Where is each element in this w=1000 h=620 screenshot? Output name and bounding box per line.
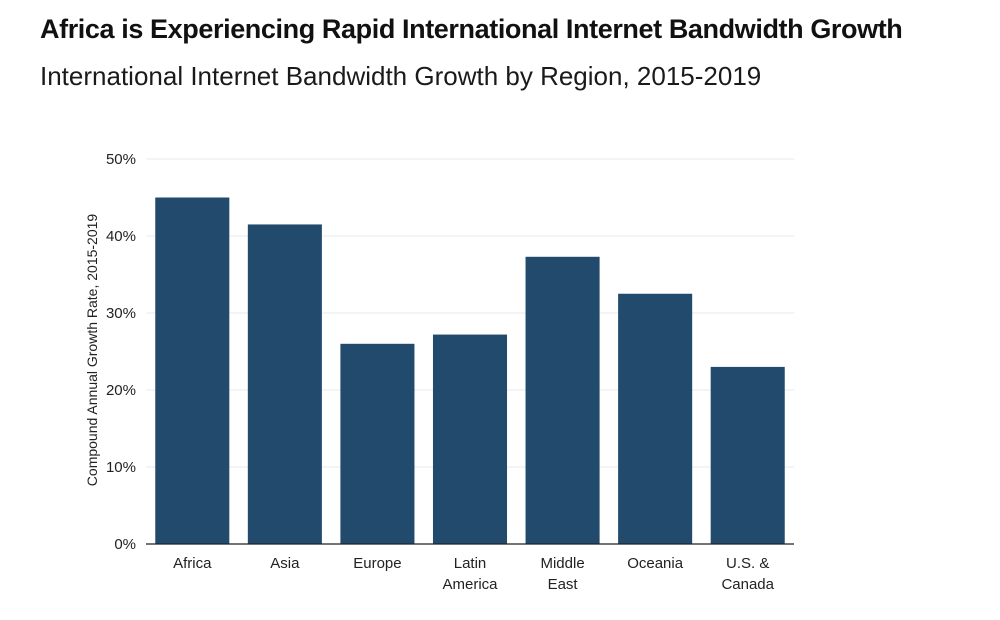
y-tick-label: 40% (106, 228, 136, 245)
chart-title: Africa is Experiencing Rapid Internation… (40, 14, 903, 44)
chart-subtitle: International Internet Bandwidth Growth … (40, 61, 762, 91)
x-tick-label: Canada (721, 576, 774, 593)
bar (155, 197, 230, 544)
bar (247, 224, 322, 544)
x-tick-label: Oceania (627, 555, 684, 572)
y-tick-label: 50% (106, 151, 136, 168)
x-tick-label: Middle (540, 555, 584, 572)
bar (340, 343, 415, 544)
x-tick-label: Latin (454, 555, 487, 572)
bar (710, 366, 785, 544)
bars (155, 197, 785, 544)
x-tick-label: Africa (173, 555, 212, 572)
y-tick-label: 20% (106, 382, 136, 399)
bar (618, 293, 693, 544)
y-tick-label: 10% (106, 459, 136, 476)
bar (525, 256, 600, 544)
y-tick-label: 0% (114, 536, 136, 553)
labels: 0% 10% 20% 30% 40% 50% Africa Asia Europe Latin Am… (106, 151, 775, 593)
x-tick-label: Europe (353, 555, 401, 572)
bar (432, 334, 508, 544)
x-tick-label: Asia (270, 555, 300, 572)
x-tick-label: East (548, 576, 579, 593)
x-tick-label: America (442, 576, 498, 593)
y-tick-label: 30% (106, 305, 136, 322)
x-tick-label: U.S. & (726, 555, 769, 572)
y-axis-label: Compound Annual Growth Rate, 2015-2019 (84, 214, 100, 487)
